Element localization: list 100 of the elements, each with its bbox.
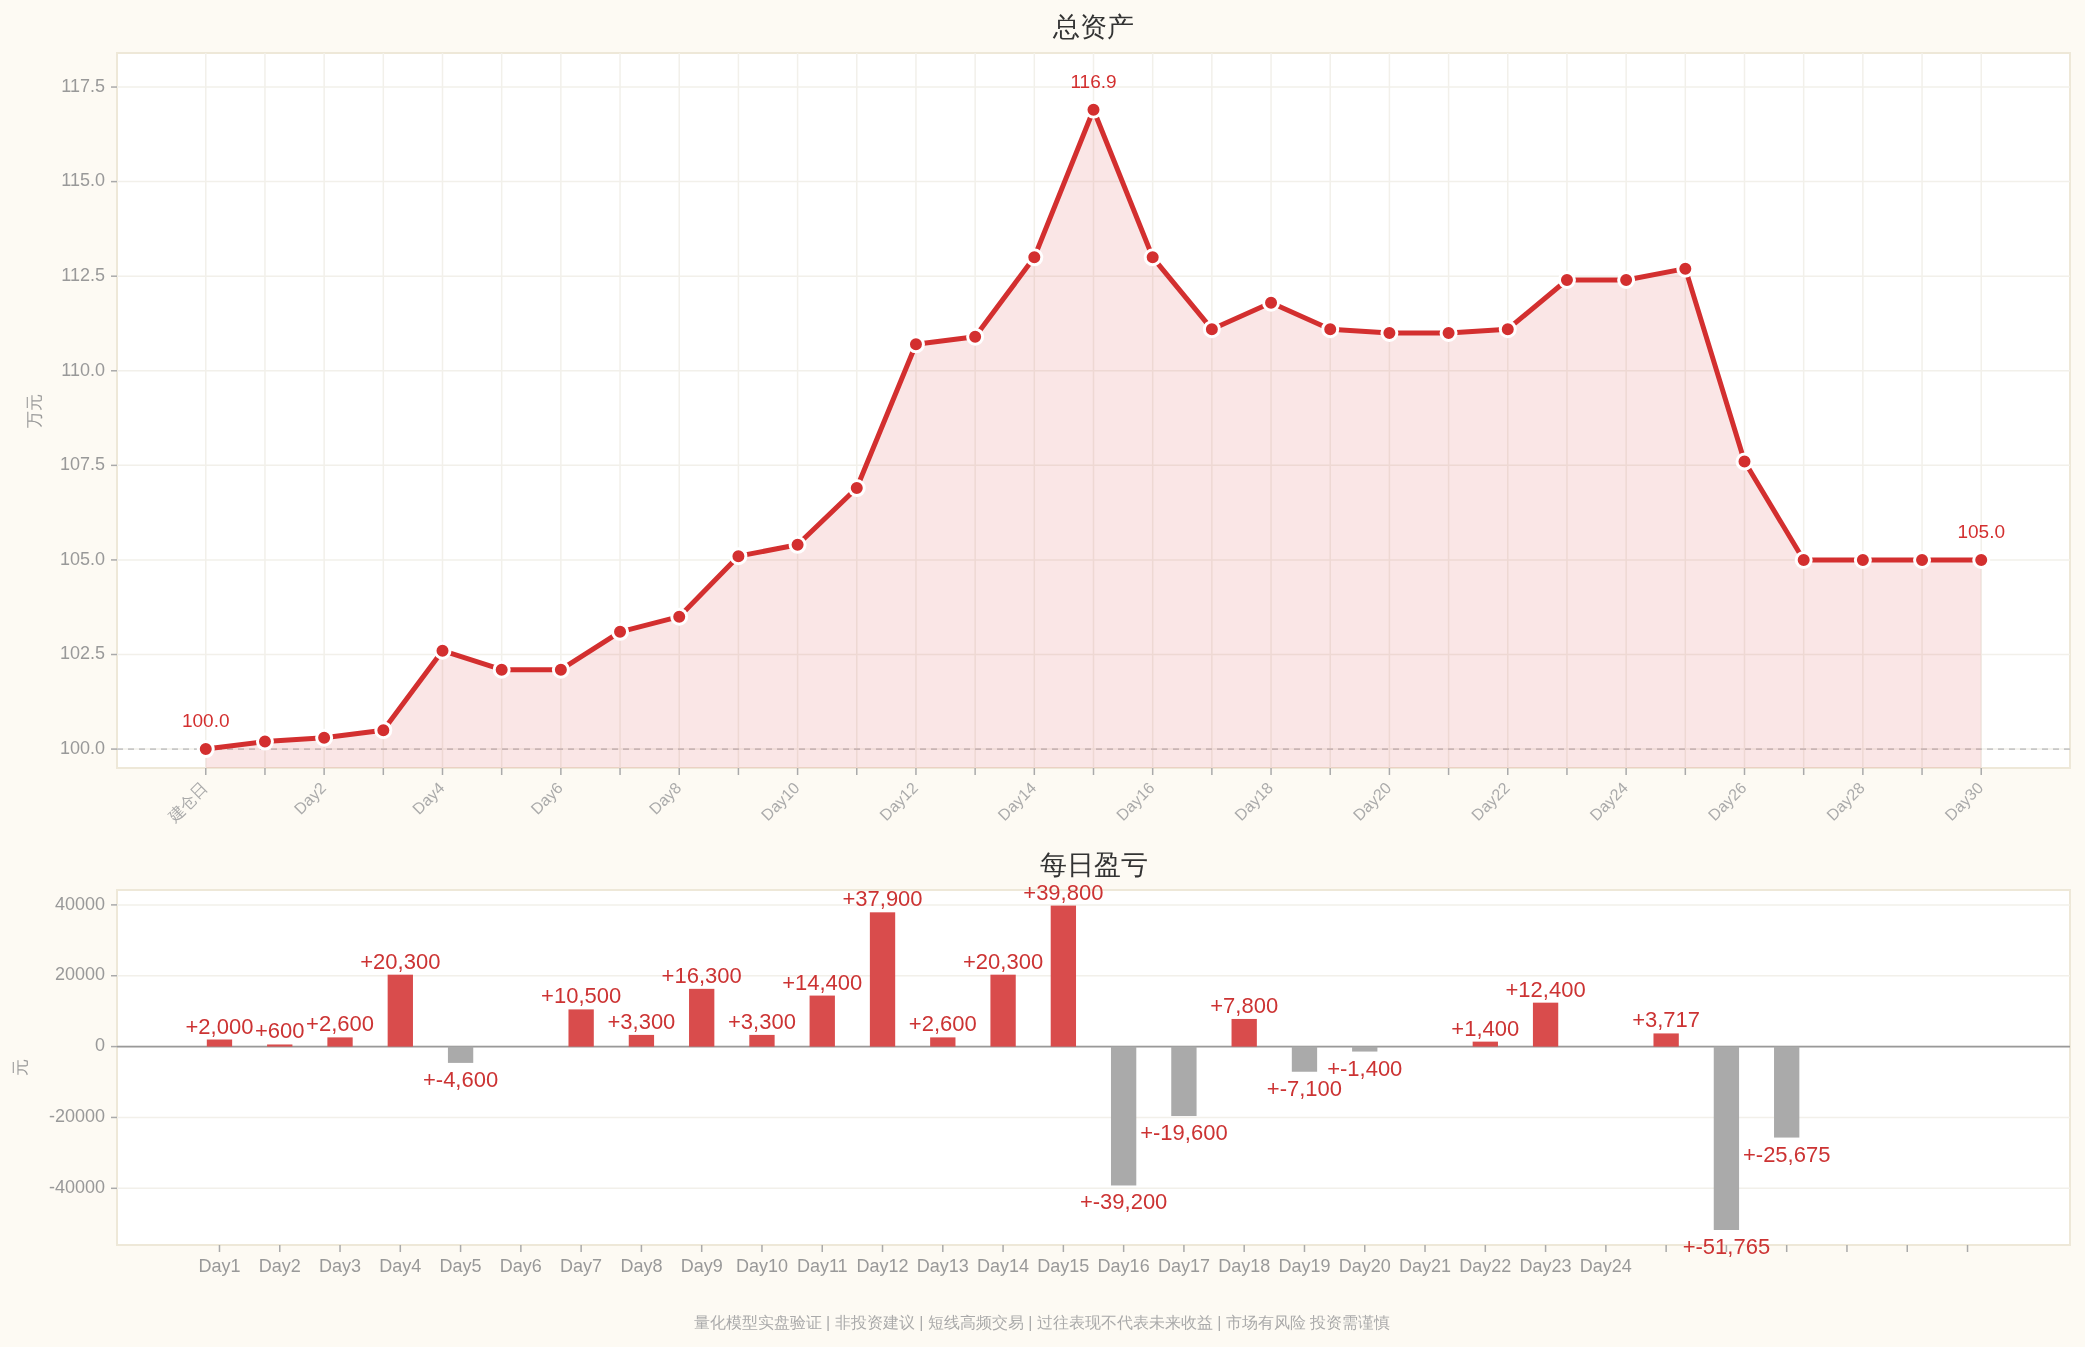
- point: [1143, 248, 1162, 267]
- x-tick-label: Day2: [258, 1256, 301, 1276]
- point: [1735, 452, 1754, 471]
- bar: [749, 1034, 775, 1047]
- bar: [990, 974, 1016, 1047]
- x-tick-label: Day11: [796, 1256, 848, 1276]
- x-tick-label: Day7: [560, 1256, 603, 1276]
- y-tick-label: 115.0: [61, 170, 105, 191]
- x-tick-label: Day23: [1519, 1256, 1572, 1276]
- point: [433, 641, 452, 660]
- x-tick-label: Day18: [1218, 1256, 1271, 1276]
- bar: [206, 1039, 233, 1047]
- point: [1025, 248, 1044, 267]
- bar: [447, 1046, 474, 1063]
- data-label: +14,400: [782, 969, 863, 995]
- data-label: +-19,600: [1140, 1120, 1228, 1146]
- point: [1794, 550, 1813, 569]
- point: [1380, 323, 1399, 342]
- data-label: +16,300: [661, 962, 742, 988]
- data-label: +-25,675: [1742, 1141, 1831, 1167]
- point: [1439, 323, 1458, 342]
- point: [788, 535, 807, 554]
- x-tick-label: Day1: [198, 1256, 241, 1276]
- data-label: +600: [254, 1018, 305, 1044]
- data-label: +10,500: [541, 983, 622, 1009]
- bar: [869, 912, 896, 1047]
- x-tick-label: Day12: [856, 1256, 909, 1276]
- point: [1617, 270, 1636, 289]
- data-label: +20,300: [360, 948, 441, 974]
- bar: [1352, 1046, 1378, 1052]
- y-tick-label: 110.0: [61, 359, 105, 380]
- data-label: +20,300: [963, 948, 1044, 974]
- bar: [1653, 1033, 1679, 1047]
- data-label: +-39,200: [1079, 1189, 1168, 1215]
- data-label: +-4,600: [422, 1066, 499, 1092]
- point: [1498, 320, 1517, 339]
- point: [966, 327, 985, 346]
- x-tick-label: Day19: [1278, 1256, 1331, 1276]
- chart-title: 每日盈亏: [1039, 850, 1148, 880]
- bar: [809, 995, 835, 1047]
- data-label: +2,000: [185, 1013, 254, 1039]
- bar: [1050, 905, 1077, 1047]
- x-tick-label: Day8: [620, 1256, 663, 1276]
- data-label: +3,300: [607, 1008, 676, 1034]
- point: [1202, 320, 1221, 339]
- bar: [1774, 1046, 1800, 1138]
- data-label: +3,300: [728, 1008, 796, 1034]
- x-tick-label: Day24: [1579, 1256, 1632, 1276]
- data-label: 116.9: [1070, 70, 1117, 92]
- point: [1972, 550, 1991, 569]
- y-tick-label: 0: [94, 1035, 105, 1056]
- y-tick-label: 105.0: [59, 548, 105, 569]
- bar: [1532, 1002, 1559, 1047]
- chart-title: 总资产: [1052, 12, 1134, 42]
- data-label: +1,400: [1451, 1015, 1520, 1041]
- data-label: +-51,765: [1682, 1234, 1771, 1259]
- x-tick-label: Day14: [977, 1256, 1030, 1276]
- bar: [1291, 1046, 1318, 1072]
- point: [1853, 550, 1872, 569]
- y-tick-label: -20000: [48, 1106, 105, 1127]
- x-tick-label: Day21: [1399, 1256, 1452, 1276]
- data-label: 100.0: [182, 710, 230, 732]
- x-tick-label: Day6: [499, 1256, 542, 1276]
- x-tick-label: Day9: [680, 1256, 723, 1276]
- point: [255, 732, 274, 751]
- x-tick-label: Day13: [916, 1256, 969, 1276]
- data-label: 105.0: [1957, 520, 2005, 542]
- point: [1557, 270, 1576, 289]
- data-label: +2,600: [306, 1011, 374, 1037]
- x-tick-label: Day17: [1157, 1256, 1210, 1276]
- y-tick-label: 100.0: [59, 737, 105, 758]
- bar: [1110, 1046, 1137, 1186]
- bar: [1713, 1046, 1740, 1230]
- bar: [267, 1044, 293, 1047]
- x-tick-label: Day16: [1097, 1256, 1150, 1276]
- y-tick-label: 107.5: [59, 454, 105, 475]
- bar: [1171, 1046, 1197, 1117]
- x-tick-label: Day3: [319, 1256, 362, 1276]
- data-label: +39,800: [1023, 879, 1104, 905]
- point: [1262, 293, 1281, 312]
- y-axis-title: 万元: [25, 393, 45, 428]
- data-label: +2,600: [908, 1011, 977, 1037]
- y-tick-label: -40000: [48, 1177, 105, 1198]
- point: [551, 660, 570, 679]
- point: [492, 660, 511, 679]
- x-tick-label: 建仓日: [164, 779, 211, 826]
- bar: [689, 988, 715, 1047]
- data-label: +7,800: [1210, 992, 1279, 1018]
- y-axis-title: 元: [11, 1059, 31, 1076]
- point: [196, 740, 215, 759]
- bar: [1231, 1018, 1257, 1047]
- y-tick-label: 20000: [54, 964, 105, 985]
- data-label: +3,717: [1632, 1007, 1701, 1033]
- point: [1321, 320, 1340, 339]
- y-tick-label: 117.5: [61, 75, 105, 96]
- y-tick-label: 40000: [54, 893, 105, 914]
- bar: [628, 1034, 655, 1047]
- x-tick-label: Day4: [379, 1256, 422, 1276]
- x-tick-label: Day15: [1037, 1256, 1090, 1276]
- bar: [1472, 1041, 1498, 1047]
